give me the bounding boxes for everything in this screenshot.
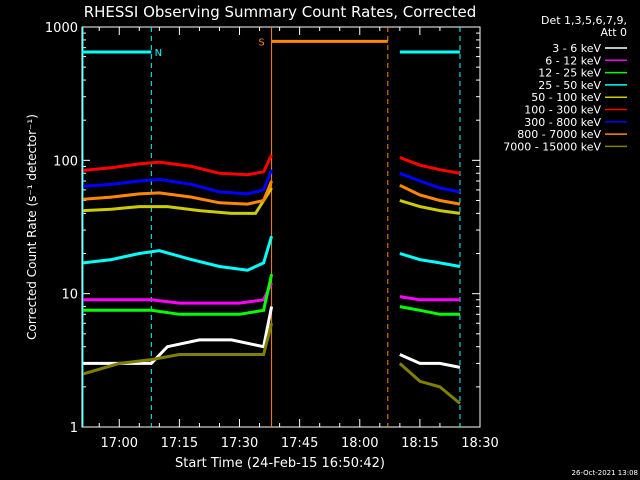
legend-header-1: Det 1,3,5,6,7,9, xyxy=(541,14,627,27)
series-line xyxy=(399,171,461,194)
legend-entry-label: 50 - 100 keV xyxy=(531,91,601,104)
x-tick-label: 17:00 xyxy=(101,436,138,451)
x-tick-label: 17:30 xyxy=(221,436,258,451)
x-tick-label: 18:15 xyxy=(401,436,438,451)
series-line xyxy=(399,199,461,215)
x-axis-label: Start Time (24-Feb-15 16:50:42) xyxy=(175,456,385,471)
series-lines xyxy=(82,154,461,405)
series-line xyxy=(83,180,273,206)
marker-label: N xyxy=(155,48,162,59)
legend-entry-label: 100 - 300 keV xyxy=(524,104,601,117)
series-line xyxy=(398,362,461,405)
series-line xyxy=(399,295,460,302)
series-line xyxy=(82,322,274,376)
x-axis: 17:00 17:15 17:30 17:45 18:00 18:15 18:30 xyxy=(98,27,499,451)
marker-label: S xyxy=(258,37,264,48)
series-line xyxy=(83,187,273,215)
series-line xyxy=(399,252,461,268)
x-tick-label: 17:15 xyxy=(161,436,198,451)
y-axis-label: Corrected Count Rate (s⁻¹ detector⁻¹) xyxy=(25,114,39,340)
legend-entry-label: 300 - 800 keV xyxy=(524,116,601,129)
series-line xyxy=(399,353,461,369)
legend-entry-label: 6 - 12 keV xyxy=(545,54,601,67)
legend-entry-label: 7000 - 15000 keV xyxy=(503,140,601,153)
series-line xyxy=(399,183,461,206)
legend-entry-label: 800 - 7000 keV xyxy=(517,128,601,141)
y-axis: 1 10 100 1000 xyxy=(45,21,480,436)
legend-entry-label: 25 - 50 keV xyxy=(538,79,601,92)
series-line xyxy=(83,169,273,196)
x-tick-label: 17:45 xyxy=(281,436,318,451)
legend-entry-label: 3 - 6 keV xyxy=(552,42,601,55)
legend-entry-label: 12 - 25 keV xyxy=(538,67,601,80)
x-tick-label: 18:00 xyxy=(341,436,378,451)
y-tick-label: 10 xyxy=(61,288,78,303)
plot-frame xyxy=(81,26,481,428)
series-line xyxy=(83,154,273,177)
x-tick-label: 18:30 xyxy=(461,436,498,451)
series-line xyxy=(83,235,274,272)
series-line xyxy=(399,156,461,175)
observing-markers: NS xyxy=(82,27,461,427)
footer-date: 26-Oct-2021 13:08 xyxy=(572,469,638,477)
legend-header-2: Att 0 xyxy=(601,26,627,39)
chart-title: RHESSI Observing Summary Count Rates, Co… xyxy=(84,3,477,21)
y-tick-label: 100 xyxy=(53,154,78,169)
y-tick-label: 1000 xyxy=(45,21,78,36)
series-line xyxy=(399,305,460,316)
y-tick-label: 1 xyxy=(70,421,78,436)
series-line xyxy=(83,282,273,305)
series-line xyxy=(83,273,274,316)
